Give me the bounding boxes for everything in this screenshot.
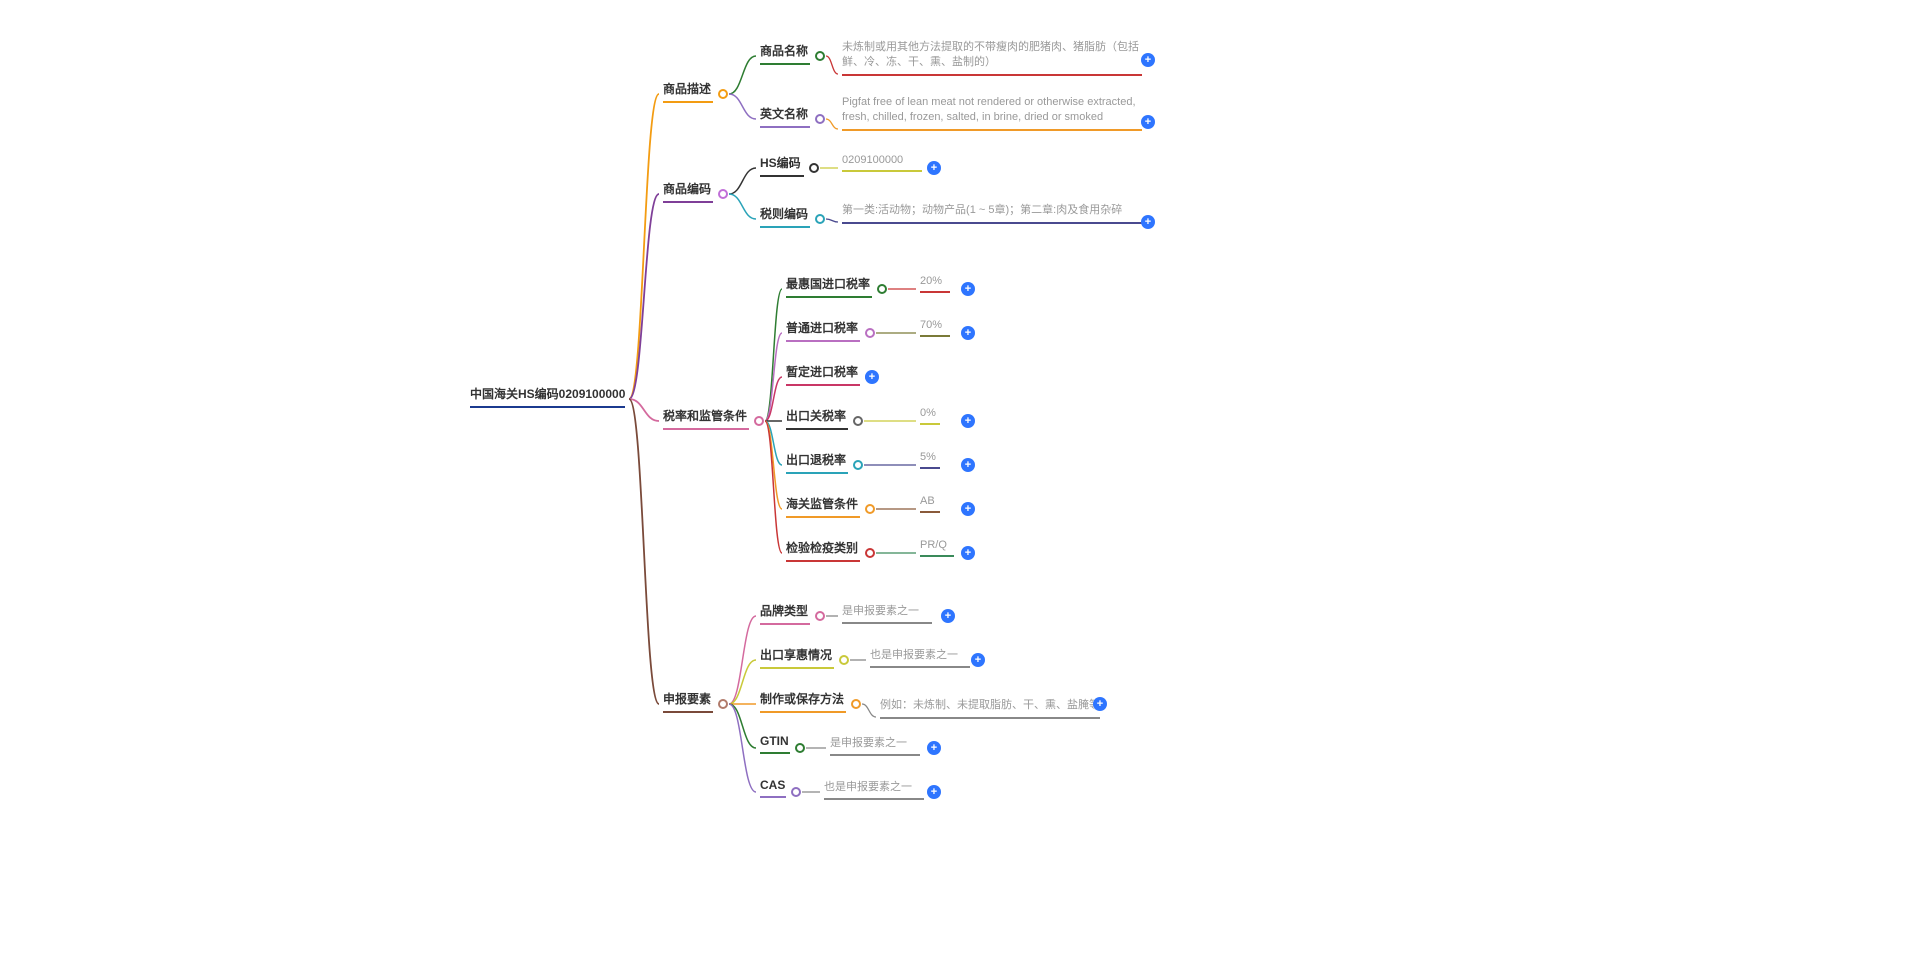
node-pref[interactable]: 出口享惠情况: [760, 646, 834, 669]
node-tariff-leaf[interactable]: 第一类:活动物；动物产品(1 ~ 5章)；第二章:肉及食用杂碎: [842, 203, 1142, 224]
node-exp[interactable]: 出口关税率: [786, 407, 848, 430]
plus-icon-tariff[interactable]: +: [1141, 215, 1155, 229]
node-tax[interactable]: 税率和监管条件: [663, 407, 749, 430]
node-sup-leaf[interactable]: AB: [920, 495, 940, 513]
expand-dot-desc[interactable]: [718, 89, 728, 99]
plus-icon-sup[interactable]: +: [961, 502, 975, 516]
plus-icon-hs[interactable]: +: [927, 161, 941, 175]
node-hs[interactable]: HS编码: [760, 154, 804, 177]
plus-icon-brand[interactable]: +: [941, 609, 955, 623]
expand-dot-tax[interactable]: [754, 416, 764, 426]
plus-icon-name_en[interactable]: +: [1141, 115, 1155, 129]
node-insp-leaf[interactable]: PR/Q: [920, 539, 954, 557]
node-rebate-leaf[interactable]: 5%: [920, 451, 940, 469]
plus-icon-rebate[interactable]: +: [961, 458, 975, 472]
expand-dot-rebate[interactable]: [853, 460, 863, 470]
node-desc[interactable]: 商品描述: [663, 80, 713, 103]
plus-icon-gen[interactable]: +: [961, 326, 975, 340]
expand-dot-sup[interactable]: [865, 504, 875, 514]
node-gtin[interactable]: GTIN: [760, 734, 790, 754]
expand-dot-code[interactable]: [718, 189, 728, 199]
node-insp[interactable]: 检验检疫类别: [786, 539, 860, 562]
node-gtin-leaf[interactable]: 是申报要素之一: [830, 734, 920, 756]
plus-icon-insp[interactable]: +: [961, 546, 975, 560]
node-gen[interactable]: 普通进口税率: [786, 319, 860, 342]
node-name_cn-leaf[interactable]: 未炼制或用其他方法提取的不带瘦肉的肥猪肉、猪脂肪（包括鲜、冷、冻、干、熏、盐制的…: [842, 40, 1142, 76]
node-decl[interactable]: 申报要素: [663, 690, 713, 713]
mindmap-edges: [0, 0, 1920, 953]
plus-icon-gtin[interactable]: +: [927, 741, 941, 755]
expand-dot-brand[interactable]: [815, 611, 825, 621]
node-brand-leaf[interactable]: 是申报要素之一: [842, 602, 932, 624]
node-name_en[interactable]: 英文名称: [760, 105, 810, 128]
node-cas[interactable]: CAS: [760, 778, 786, 798]
expand-dot-exp[interactable]: [853, 416, 863, 426]
expand-dot-gtin[interactable]: [795, 743, 805, 753]
expand-dot-decl[interactable]: [718, 699, 728, 709]
expand-dot-pref[interactable]: [839, 655, 849, 665]
plus-icon-temp[interactable]: +: [865, 370, 879, 384]
plus-icon-exp[interactable]: +: [961, 414, 975, 428]
plus-icon-method[interactable]: +: [1093, 697, 1107, 711]
expand-dot-name_en[interactable]: [815, 114, 825, 124]
node-name_en-leaf[interactable]: Pigfat free of lean meat not rendered or…: [842, 95, 1142, 131]
node-sup[interactable]: 海关监管条件: [786, 495, 860, 518]
plus-icon-mfn[interactable]: +: [961, 282, 975, 296]
node-brand[interactable]: 品牌类型: [760, 602, 810, 625]
expand-dot-method[interactable]: [851, 699, 861, 709]
expand-dot-hs[interactable]: [809, 163, 819, 173]
node-method[interactable]: 制作或保存方法: [760, 690, 846, 713]
expand-dot-name_cn[interactable]: [815, 51, 825, 61]
expand-dot-cas[interactable]: [791, 787, 801, 797]
node-tariff[interactable]: 税则编码: [760, 205, 810, 228]
node-root[interactable]: 中国海关HS编码0209100000: [470, 385, 625, 408]
node-rebate[interactable]: 出口退税率: [786, 451, 848, 474]
node-mfn-leaf[interactable]: 20%: [920, 275, 950, 293]
node-gen-leaf[interactable]: 70%: [920, 319, 950, 337]
node-temp[interactable]: 暂定进口税率: [786, 363, 860, 386]
expand-dot-mfn[interactable]: [877, 284, 887, 294]
node-method-leaf[interactable]: 例如：未炼制、未提取脂肪、干、熏、盐腌等: [880, 698, 1100, 719]
node-exp-leaf[interactable]: 0%: [920, 407, 940, 425]
expand-dot-gen[interactable]: [865, 328, 875, 338]
plus-icon-pref[interactable]: +: [971, 653, 985, 667]
expand-dot-insp[interactable]: [865, 548, 875, 558]
plus-icon-cas[interactable]: +: [927, 785, 941, 799]
plus-icon-name_cn[interactable]: +: [1141, 53, 1155, 67]
expand-dot-tariff[interactable]: [815, 214, 825, 224]
node-hs-leaf[interactable]: 0209100000: [842, 154, 922, 172]
node-cas-leaf[interactable]: 也是申报要素之一: [824, 778, 924, 800]
node-mfn[interactable]: 最惠国进口税率: [786, 275, 872, 298]
node-name_cn[interactable]: 商品名称: [760, 42, 810, 65]
node-code[interactable]: 商品编码: [663, 180, 713, 203]
node-pref-leaf[interactable]: 也是申报要素之一: [870, 646, 970, 668]
